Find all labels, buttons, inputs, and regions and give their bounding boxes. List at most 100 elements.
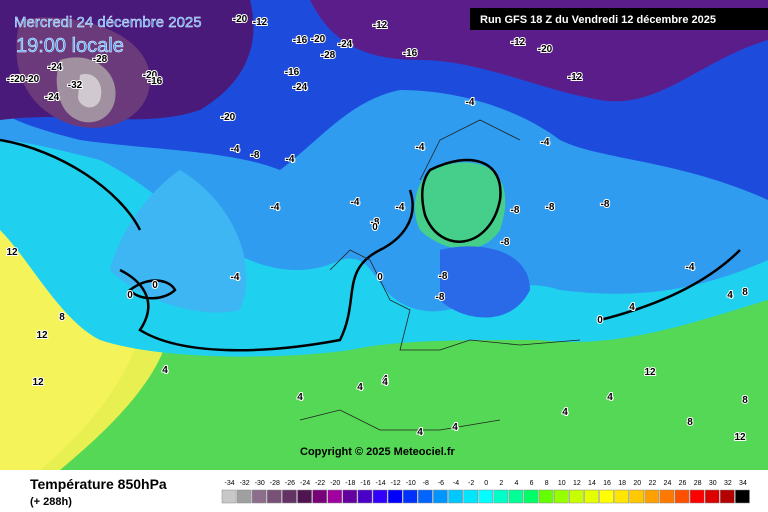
scale-label: 30 [709, 480, 717, 487]
contour-label: 4 [357, 382, 363, 393]
contour-label: -4 [286, 154, 295, 165]
zero-isotherm [128, 158, 502, 300]
scale-swatch [704, 489, 720, 504]
scale-label: -32 [240, 480, 250, 487]
scale-label: 0 [484, 480, 488, 487]
scale-label: 2 [499, 480, 503, 487]
scale-swatch [538, 489, 554, 504]
run-banner [470, 8, 768, 30]
contour-label: -4 [416, 142, 425, 153]
contour-label: 0 [152, 280, 158, 291]
scale-label: -10 [406, 480, 416, 487]
scale-label: 4 [514, 480, 518, 487]
scale-label: -34 [224, 480, 234, 487]
contour-label: 0 [127, 290, 133, 301]
contour-label: -20 [311, 34, 326, 45]
scale-swatch [342, 489, 358, 504]
contour-label: 4 [727, 290, 733, 301]
contour-label: 12 [644, 367, 656, 378]
scale-label: 10 [558, 480, 566, 487]
contour-label: 0 [597, 315, 603, 326]
scale-swatch [553, 489, 569, 504]
contour-label: -12 [253, 17, 268, 28]
contour-label: -12 [373, 20, 388, 31]
cold-area [440, 246, 530, 318]
scale-swatch [523, 489, 539, 504]
footer-title: Température 850hPa [30, 476, 167, 492]
very-cold-core [78, 74, 102, 108]
scale-label: 14 [588, 480, 596, 487]
scale-label: 8 [545, 480, 549, 487]
scale-swatch [614, 489, 629, 504]
scale-label: -24 [300, 480, 310, 487]
scale-label: 32 [724, 480, 732, 487]
copyright: Copyright © 2025 Meteociel.fr [300, 446, 456, 458]
scale-label: 26 [679, 480, 687, 487]
contour-label: 0 [372, 222, 378, 233]
contour-label: -12 [568, 72, 583, 83]
contour-label: -8 [546, 202, 555, 213]
scale-swatch [251, 489, 267, 504]
scale-label: -20 [330, 480, 340, 487]
contour-label: -8 [251, 150, 260, 161]
contour-label: 4 [162, 365, 168, 376]
forecast-date: Mercredi 24 décembre 2025 [14, 14, 202, 31]
cold-area [110, 170, 247, 313]
contour-label: -4 [466, 97, 475, 108]
scale-label: -22 [315, 480, 325, 487]
scale-label: -28 [270, 480, 280, 487]
scale-swatch [267, 489, 282, 504]
contour-label: -20 [7, 74, 22, 85]
scale-label: -14 [375, 480, 385, 487]
contour-label: -8 [439, 271, 448, 282]
contour-label: -8 [371, 217, 380, 228]
contour-label: 8 [59, 312, 65, 323]
contour-label: 12 [6, 247, 18, 258]
scale-swatch [644, 489, 660, 504]
mild-area [414, 162, 506, 249]
scale-swatch [674, 489, 690, 504]
scale-swatch [221, 489, 237, 504]
contour-label: -8 [436, 292, 445, 303]
contour-label: 8 [687, 417, 693, 428]
scale-swatch [448, 489, 463, 504]
contour-label: 12 [32, 377, 44, 388]
scale-label: 28 [694, 480, 702, 487]
scale-swatch [584, 489, 599, 504]
scale-swatch [478, 489, 494, 504]
forecast-time: 19:00 locale [16, 35, 124, 57]
contour-label: -28 [93, 54, 108, 65]
contour-label: -20 [25, 74, 40, 85]
contour-label: -8 [601, 199, 610, 210]
contour-label: 4 [452, 422, 458, 433]
scale-label: -18 [345, 480, 355, 487]
scale-label: 16 [603, 480, 611, 487]
contour-label: -32 [68, 80, 83, 91]
scale-label: 12 [573, 480, 581, 487]
contour-label: -4 [231, 272, 240, 283]
scale-label: 6 [530, 480, 534, 487]
scale-label: 24 [664, 480, 672, 487]
scale-label: 18 [618, 480, 626, 487]
scale-label: -8 [423, 480, 429, 487]
scale-label: -30 [255, 480, 265, 487]
contour-label: -8 [501, 237, 510, 248]
forecast-lead: (+ 288h) [30, 496, 72, 508]
scale-label: -2 [468, 480, 474, 487]
scale-swatch [629, 489, 645, 504]
scale-swatch [735, 489, 750, 504]
contour-label: 4 [382, 374, 388, 385]
contour-label: 8 [742, 395, 748, 406]
contour-label: 0 [377, 272, 383, 283]
contour-label: -24 [293, 82, 308, 93]
run-info: Run GFS 18 Z du Vendredi 12 décembre 202… [480, 14, 716, 26]
contour-label: 8 [742, 287, 748, 298]
scale-label: -6 [438, 480, 444, 487]
contour-label: -24 [48, 62, 63, 73]
scale-swatch [312, 489, 327, 504]
contour-label: 4 [629, 302, 635, 313]
scale-label: -26 [285, 480, 295, 487]
scale-swatch [327, 489, 343, 504]
